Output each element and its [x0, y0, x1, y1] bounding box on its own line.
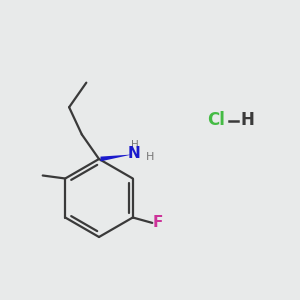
Text: F: F	[153, 215, 164, 230]
Polygon shape	[100, 154, 132, 161]
Text: H: H	[130, 140, 138, 150]
Text: Cl: Cl	[207, 111, 225, 129]
Text: H: H	[146, 152, 154, 162]
Text: N: N	[128, 146, 141, 161]
Text: H: H	[241, 111, 254, 129]
